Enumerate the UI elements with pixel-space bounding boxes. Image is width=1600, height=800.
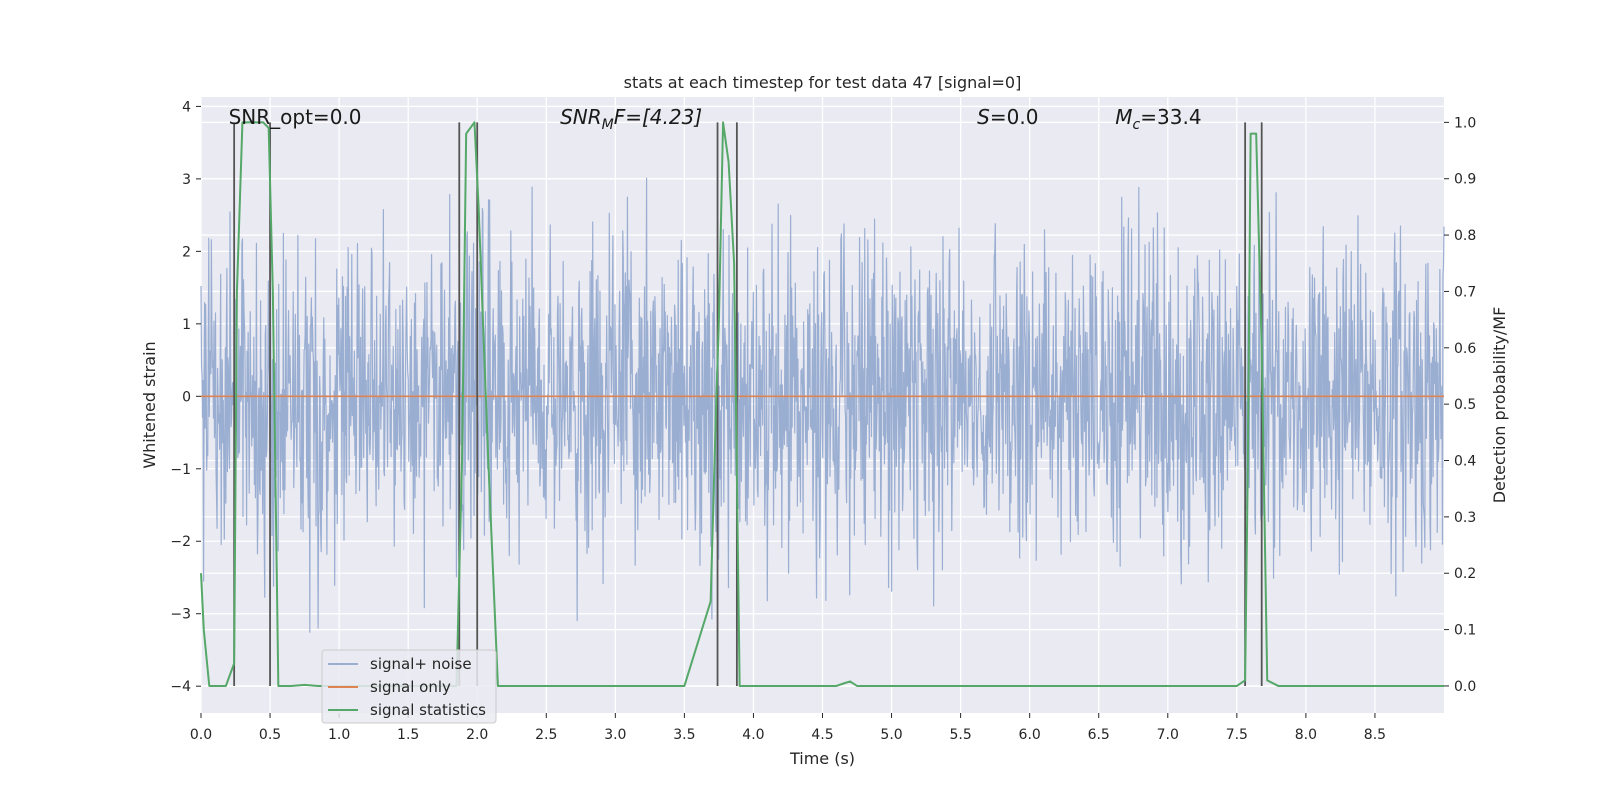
y-right-tick-label-3: 0.7	[1454, 284, 1476, 300]
y-left-tick-label-2: 2	[182, 244, 191, 260]
axes: 0.0 0.5 1.0 1.5 2.0 2.5 3.0 3.5 4.0 4.5 5.0 5.5 6.0 6…	[170, 99, 1476, 743]
annotation-mc-main: M	[1115, 105, 1132, 129]
y-right-tick-label-4: 0.6	[1454, 341, 1476, 357]
y-left-tick-label-8: −4	[170, 679, 191, 695]
x-tick-label-2: 1.0	[328, 727, 350, 743]
y-right-tick-label-9: 0.1	[1454, 623, 1476, 639]
y-left-tick-label-1: 3	[182, 172, 191, 188]
annotation-mc-sub: c	[1133, 117, 1141, 133]
y-left-tick-label-7: −3	[170, 607, 191, 623]
x-tick-label-11: 5.5	[949, 727, 971, 743]
x-tick-label-16: 8.0	[1295, 727, 1317, 743]
x-tick-label-12: 6.0	[1019, 727, 1041, 743]
annotation-mc-tail: =33.4	[1140, 105, 1201, 129]
series-signal-plus-noise	[200, 177, 1445, 633]
annotation-s: S=0.0	[977, 105, 1038, 129]
y-left-tick-label-5: −1	[170, 462, 191, 478]
statistics-line	[200, 121, 1444, 687]
x-axis-label: Time (s)	[789, 749, 855, 768]
y-right-tick-label-7: 0.3	[1454, 510, 1476, 526]
y-right-tick-label-6: 0.4	[1454, 454, 1476, 470]
x-tick-label-4: 2.0	[466, 727, 488, 743]
annotation-snr-mf-main: SNR	[560, 105, 602, 129]
x-tick-label-15: 7.5	[1226, 727, 1248, 743]
x-tick-label-8: 4.0	[742, 727, 764, 743]
annotation-s-main: S	[977, 105, 990, 129]
chart-title: stats at each timestep for test data 47 …	[624, 73, 1022, 92]
x-tick-label-5: 2.5	[535, 727, 557, 743]
annotation-mc: Mc=33.4	[1115, 105, 1201, 133]
x-tick-label-1: 0.5	[259, 727, 281, 743]
y-left-tick-label-4: 0	[182, 389, 191, 405]
y-right-tick-label-1: 0.9	[1454, 172, 1476, 188]
y-left-tick-label-6: −2	[170, 534, 191, 550]
series-signal-statistics	[200, 121, 1444, 687]
y-right-tick-label-10: 0.0	[1454, 679, 1476, 695]
y-right-tick-label-5: 0.5	[1454, 397, 1476, 413]
y-left-tick-label-3: 1	[182, 317, 191, 333]
x-tick-label-13: 6.5	[1088, 727, 1110, 743]
x-tick-label-9: 4.5	[811, 727, 833, 743]
annotation-s-tail: =0.0	[990, 105, 1039, 129]
y-axis-left-label: Whitened strain	[140, 341, 159, 468]
annotation-snr-mf-tail: F=[4.23]	[614, 105, 702, 129]
legend-label-signal-only: signal only	[370, 678, 451, 696]
y-right-tick-label-2: 0.8	[1454, 228, 1476, 244]
y-right-tick-label-0: 1.0	[1454, 115, 1476, 131]
legend-box	[321, 649, 497, 724]
annotation-snr-mf-sub: M	[602, 117, 614, 133]
x-tick-label-6: 3.0	[604, 727, 626, 743]
y-left-tick-label-0: 4	[182, 99, 191, 115]
x-tick-label-17: 8.5	[1364, 727, 1386, 743]
annotation-snr-mf: SNRMF=[4.23]	[560, 105, 702, 133]
y-axis-right-label: Detection probability/MF	[1490, 307, 1509, 504]
x-tick-label-14: 7.0	[1157, 727, 1179, 743]
x-tick-label-3: 1.5	[397, 727, 419, 743]
legend-label-signal-plus-noise: signal+ noise	[370, 655, 472, 673]
x-tick-label-10: 5.0	[880, 727, 902, 743]
x-tick-label-7: 3.5	[673, 727, 695, 743]
y-right-tick-label-8: 0.2	[1454, 566, 1476, 582]
legend: signal+ noise signal only signal statist…	[321, 649, 497, 724]
legend-label-signal-statistics: signal statistics	[370, 701, 486, 719]
noise-line	[200, 177, 1445, 633]
x-tick-label-0: 0.0	[190, 727, 212, 743]
annotation-snr-opt: SNR_opt=0.0	[229, 105, 362, 129]
